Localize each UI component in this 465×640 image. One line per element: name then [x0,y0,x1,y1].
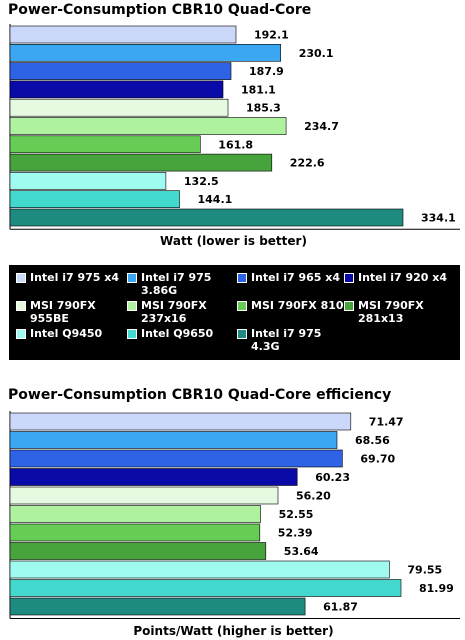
chart-2-value-label: 53.64 [284,545,319,558]
legend-label: Intel Q9450 [30,327,103,340]
legend-swatch [237,301,247,311]
chart-1-value-label: 234.7 [304,120,339,133]
chart-2-bar [9,412,352,431]
legend-swatch [127,273,137,283]
chart-2-value-label: 81.99 [419,582,454,595]
legend-swatch [344,301,354,311]
chart-1-bar [9,43,282,62]
legend-label: MSI 790FX 237x16 [141,299,207,325]
chart-1-bar [9,98,229,117]
chart-1-value-label: 181.1 [241,83,276,96]
legend-label: Intel i7 975 4.3G [251,327,322,353]
chart-1-value-label: 144.1 [198,193,233,206]
chart-1-bar [9,208,404,227]
chart-2-bar [9,542,267,560]
legend-swatch [16,301,26,311]
chart-2-bar [9,486,279,505]
legend-label: MSI 790FX 955BE [30,299,96,325]
legend-swatch [344,273,354,283]
chart-2-value-label: 52.39 [278,527,313,540]
chart-1-value-label: 161.8 [218,138,253,151]
legend-label: Intel i7 965 x4 [251,271,341,284]
chart-2-value-label: 68.56 [355,434,390,447]
chart-2-value-label: 52.55 [279,508,314,521]
chart-2-bar [9,579,402,597]
legend-label: Intel i7 975 3.86G [141,271,212,297]
legend: Intel i7 975 x4 Intel i7 975 3.86G Intel i… [9,265,460,360]
chart-1-bar [9,153,273,172]
legend-label: MSI 790FX 810 [251,299,344,312]
chart-1-bar [9,190,180,208]
chart-1-bar [9,135,201,154]
legend-label: MSI 790FX 281x13 [358,299,424,325]
chart-2-bar [9,560,390,579]
chart-2-xlabel: Points/Watt (higher is better) [133,624,334,638]
chart-1-xlabel: Watt (lower is better) [160,234,307,248]
chart-2-bar [9,431,338,449]
chart-1-bar [9,117,287,135]
chart-2-bar [9,505,261,523]
chart-2-value-label: 71.47 [369,416,404,429]
chart-1-bar [9,80,224,99]
chart-2-value-label: 60.23 [315,471,350,484]
legend-swatch [16,329,26,339]
chart-1-title: Power-Consumption CBR10 Quad-Core [8,2,312,18]
legend-label: Intel Q9650 [141,327,214,340]
chart-1-value-label: 132.5 [184,175,219,188]
chart-2-title: Power-Consumption CBR10 Quad-Core effici… [8,387,392,403]
chart-2-bar [9,597,306,616]
chart-2-bar [9,449,343,468]
legend-swatch [127,301,137,311]
legend-swatch [237,273,247,283]
legend-swatch [16,273,26,283]
chart-1-value-label: 222.6 [290,157,325,170]
chart-2-value-label: 79.55 [407,564,442,577]
chart-2-bar [9,523,261,542]
chart-1-bar [9,62,232,80]
chart-2-value-label: 61.87 [323,601,358,614]
chart-1-value-label: 334.1 [421,212,456,225]
chart-2-bar [9,468,298,486]
legend-swatch [127,329,137,339]
chart-1-value-label: 230.1 [299,47,334,60]
legend-label: Intel i7 975 x4 [30,271,120,284]
chart-1-bar [9,172,167,190]
chart-2-value-label: 56.20 [296,490,331,503]
chart-2-value-label: 69.70 [360,453,395,466]
legend-label: Intel i7 920 x4 [358,271,448,284]
chart-1-value-label: 187.9 [249,65,284,78]
chart-1-value-label: 185.3 [246,102,281,115]
chart-1-value-label: 192.1 [254,29,289,42]
legend-swatch [237,329,247,339]
chart-1-bar [9,25,237,44]
